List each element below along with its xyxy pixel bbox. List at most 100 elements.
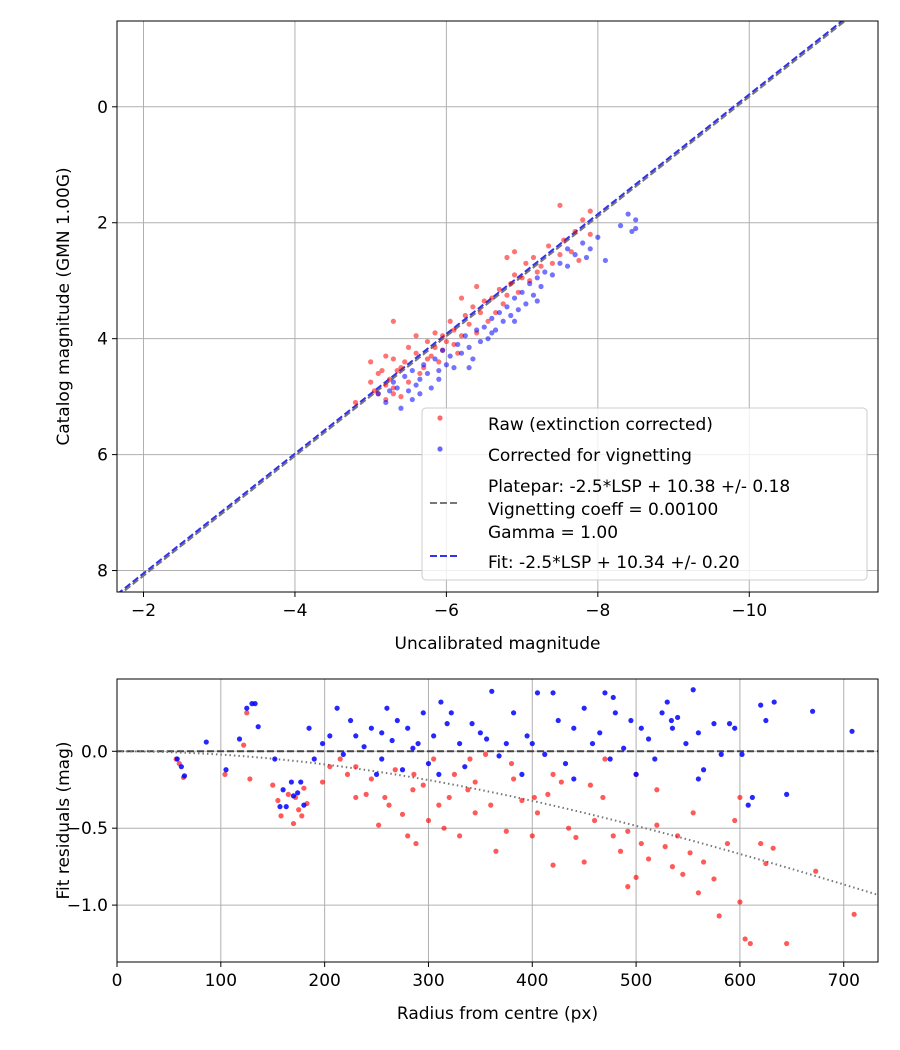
red-point xyxy=(600,794,606,801)
red-point xyxy=(558,779,564,785)
blue-point xyxy=(809,708,816,714)
red-point xyxy=(496,286,502,292)
red-point xyxy=(382,794,388,801)
red-point xyxy=(458,295,465,301)
blue-point xyxy=(440,347,446,353)
blue-point xyxy=(340,751,346,757)
blue-point xyxy=(394,385,400,391)
red-point xyxy=(737,899,743,905)
red-point xyxy=(617,848,624,854)
red-point xyxy=(398,365,404,371)
legend-box xyxy=(421,407,868,581)
red-point xyxy=(531,794,537,801)
legend-label: Raw (extinction corrected) xyxy=(488,415,713,435)
red-point xyxy=(394,367,400,374)
red-point xyxy=(436,359,442,365)
blue-point xyxy=(633,225,639,232)
red-point xyxy=(368,359,374,365)
blue-point xyxy=(583,254,590,261)
x-tick-label: 200 xyxy=(308,971,340,991)
red-point xyxy=(379,367,385,374)
calibration-plot-frame xyxy=(116,20,879,593)
red-point xyxy=(568,249,574,255)
red-point xyxy=(296,807,302,813)
blue-point xyxy=(523,301,529,307)
legend-label: Platepar: -2.5*LSP + 10.38 +/- 0.18 xyxy=(488,477,790,497)
blue-point xyxy=(455,341,461,348)
red-point xyxy=(711,876,717,882)
red-point xyxy=(654,822,660,828)
x-tick-label: −10 xyxy=(731,601,767,621)
blue-point xyxy=(571,776,577,782)
red-point xyxy=(747,940,753,947)
x-tick-label: 600 xyxy=(724,971,756,991)
red-point xyxy=(742,936,748,942)
blue-point xyxy=(361,744,367,750)
blue-point xyxy=(745,802,751,808)
blue-point xyxy=(534,298,540,304)
red-point xyxy=(529,833,535,839)
red-point xyxy=(633,874,639,881)
y-tick-label: 0.0 xyxy=(81,742,108,762)
blue-point xyxy=(244,705,250,711)
residuals-reference-lines xyxy=(117,750,878,896)
blue-point xyxy=(571,725,577,731)
red-point xyxy=(610,833,616,839)
red-point xyxy=(625,884,631,890)
red-point xyxy=(732,817,738,824)
blue-point xyxy=(496,309,502,316)
calibration-y-axis-label: Catalog magnitude (GMN 1.00G) xyxy=(54,167,74,445)
calibration-points xyxy=(352,202,639,411)
blue-point xyxy=(402,373,408,379)
red-point xyxy=(411,771,417,777)
blue-point xyxy=(443,362,449,368)
blue-point xyxy=(280,787,286,793)
red-point xyxy=(557,202,563,208)
red-point xyxy=(515,289,521,295)
red-point xyxy=(353,794,359,801)
blue-point xyxy=(432,356,438,362)
blue-point xyxy=(417,391,423,397)
red-point xyxy=(550,862,556,868)
blue-point xyxy=(394,717,400,724)
blue-point xyxy=(503,740,509,747)
blue-point xyxy=(718,751,724,757)
blue-point xyxy=(784,791,790,797)
blue-point xyxy=(236,736,243,742)
red-point xyxy=(587,782,594,788)
blue-point xyxy=(511,318,518,324)
residuals-axis-ticks: 0 100 200 300 400 500 600 700 0.0 −0.5 −1.0 xyxy=(67,742,860,991)
red-point xyxy=(383,353,389,359)
blue-point xyxy=(470,356,476,362)
blue-point xyxy=(695,730,701,736)
red-point xyxy=(724,840,731,847)
red-point xyxy=(519,275,525,281)
blue-point xyxy=(629,228,635,235)
calibration-x-axis-label: Uncalibrated magnitude xyxy=(395,634,601,654)
red-point xyxy=(572,228,578,235)
blue-point xyxy=(519,289,525,295)
blue-point xyxy=(483,736,490,742)
red-point xyxy=(851,911,857,917)
blue-point xyxy=(410,745,416,751)
blue-point xyxy=(557,260,563,266)
red-point xyxy=(344,771,351,777)
blue-point xyxy=(700,767,707,773)
residuals-x-axis-label: Radius from centre (px) xyxy=(397,1004,598,1024)
red-point xyxy=(813,868,819,874)
blue-point xyxy=(659,710,665,716)
blue-point xyxy=(511,295,518,301)
blue-point xyxy=(334,705,340,711)
red-point xyxy=(508,760,515,767)
blue-point xyxy=(474,327,480,333)
blue-point xyxy=(379,730,385,736)
blue-point xyxy=(428,385,434,391)
red-point xyxy=(375,370,381,377)
calibration-legend: Raw (extinction corrected) Corrected for … xyxy=(421,407,868,581)
blue-point xyxy=(405,388,412,394)
blue-point xyxy=(597,730,603,736)
red-point xyxy=(425,817,432,824)
residuals-plot-frame xyxy=(116,678,879,963)
blue-point xyxy=(675,714,681,721)
blue-point xyxy=(633,771,639,777)
